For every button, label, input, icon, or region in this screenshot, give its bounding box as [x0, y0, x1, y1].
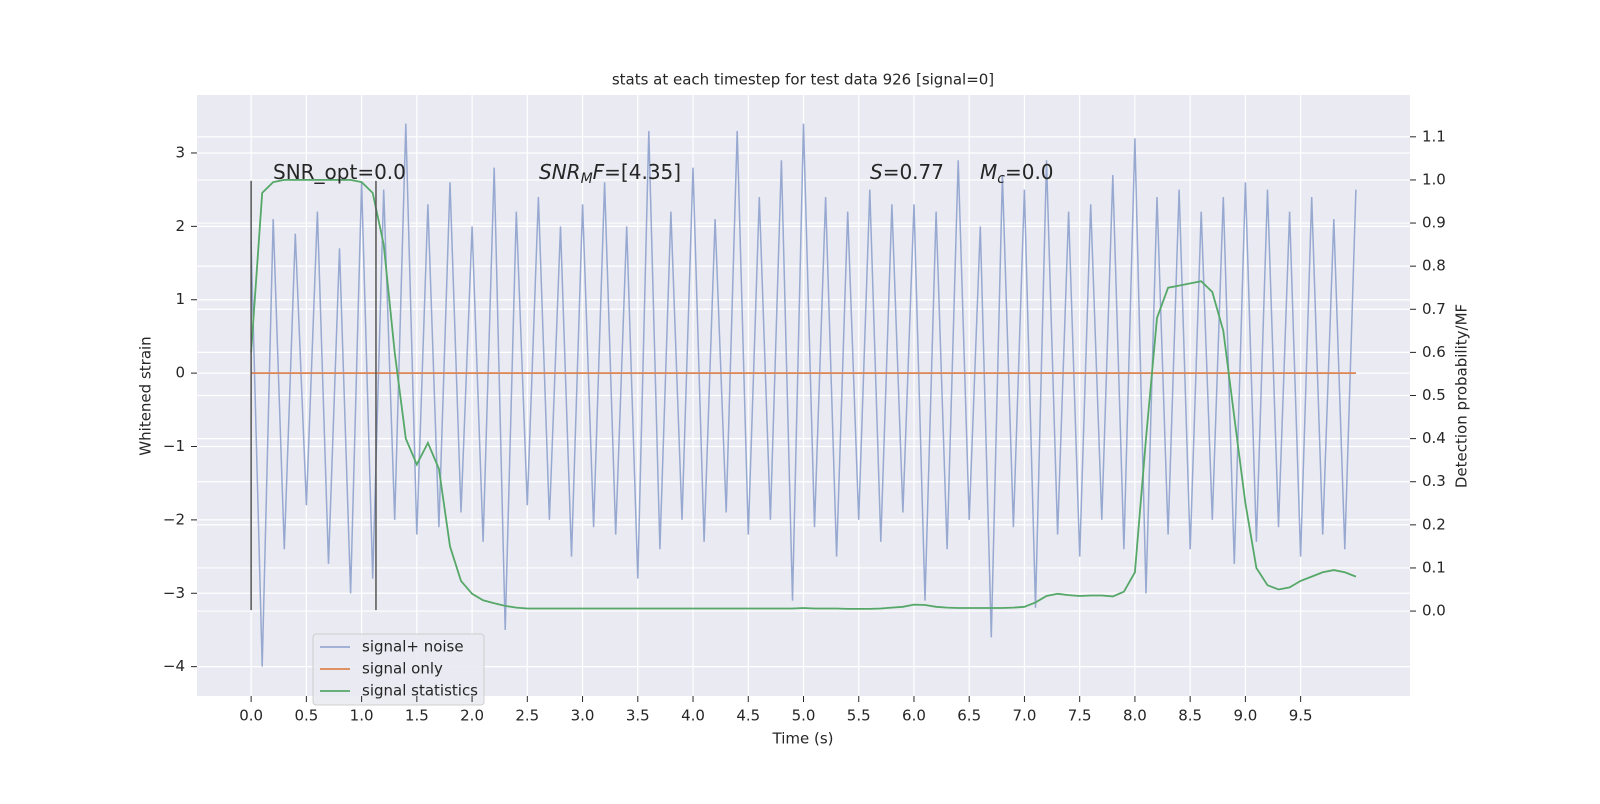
y-tick-label: −4: [163, 657, 185, 675]
y2-tick-label: 0.6: [1422, 343, 1446, 361]
y2-tick-label: 1.0: [1422, 170, 1446, 188]
annotation-part: M: [581, 171, 593, 187]
y2-axis-label: Detection probability/MF: [1453, 304, 1471, 488]
annotation-part: M: [980, 160, 997, 184]
y2-tick-label: 1.1: [1422, 127, 1446, 145]
legend-box: [312, 633, 485, 706]
y-tick-label: −1: [163, 437, 185, 455]
annotation: Mc=0.0: [980, 160, 1054, 188]
annotation-part: =0.0: [1005, 160, 1054, 184]
y-tick-label: 1: [175, 290, 185, 308]
annotation-part: =[4.35]: [604, 160, 681, 184]
y-tick-label: −2: [163, 510, 185, 528]
x-tick-label: 7.5: [1068, 707, 1092, 725]
y-tick-label: 3: [175, 143, 185, 161]
annotation-part: SNR_opt=0.0: [273, 160, 406, 184]
x-tick-label: 6.5: [957, 707, 981, 725]
x-tick-label: 4.0: [681, 707, 705, 725]
y2-tick-label: 0.3: [1422, 472, 1446, 490]
x-tick-label: 5.5: [847, 707, 871, 725]
y2-tick-label: 0.9: [1422, 214, 1446, 232]
y2-tick-label: 0.7: [1422, 300, 1446, 318]
y2-tick-label: 0.1: [1422, 558, 1446, 576]
chart-title: stats at each timestep for test data 926…: [612, 71, 994, 89]
x-tick-label: 9.5: [1289, 707, 1313, 725]
y2-tick-label: 0.2: [1422, 515, 1446, 533]
legend-label: signal statistics: [362, 682, 478, 700]
y-axis-label: Whitened strain: [137, 336, 155, 455]
annotation-part: F: [593, 160, 605, 184]
x-tick-label: 8.5: [1178, 707, 1202, 725]
y2-tick-label: 0.0: [1422, 602, 1446, 620]
x-tick-label: 9.0: [1233, 707, 1257, 725]
y-tick-label: 2: [175, 217, 185, 235]
x-tick-label: 0.5: [294, 707, 318, 725]
legend-label: signal+ noise: [362, 638, 464, 656]
x-tick-label: 2.0: [460, 707, 484, 725]
annotation: S=0.77: [870, 160, 944, 184]
x-tick-label: 4.5: [736, 707, 760, 725]
x-tick-label: 8.0: [1123, 707, 1147, 725]
x-tick-label: 1.0: [350, 707, 374, 725]
annotation-part: =0.77: [883, 160, 944, 184]
y2-tick-label: 0.5: [1422, 386, 1446, 404]
x-tick-label: 6.0: [902, 707, 926, 725]
legend: signal+ noise signal only signal statistic…: [312, 633, 485, 706]
x-tick-label: 3.0: [571, 707, 595, 725]
x-tick-label: 1.5: [405, 707, 429, 725]
y-tick-label: −3: [163, 584, 185, 602]
annotation: SNRMF=[4.35]: [539, 160, 681, 188]
annotation: SNR_opt=0.0: [273, 160, 406, 184]
series-line: [250, 179, 1357, 610]
x-tick-label: 0.0: [239, 707, 263, 725]
y-tick-label: 0: [175, 364, 185, 382]
legend-label: signal only: [362, 660, 443, 678]
x-tick-label: 3.5: [626, 707, 650, 725]
annotation-part: SNR: [539, 160, 581, 184]
x-tick-label: 7.0: [1013, 707, 1037, 725]
annotation-part: S: [870, 160, 883, 184]
x-tick-label: 2.5: [515, 707, 539, 725]
annotation-part: c: [997, 171, 1005, 187]
y2-tick-label: 0.8: [1422, 257, 1446, 275]
x-tick-label: 5.0: [792, 707, 816, 725]
y2-tick-label: 0.4: [1422, 429, 1446, 447]
x-axis-label: Time (s): [772, 730, 834, 748]
series-line: [250, 123, 1357, 667]
